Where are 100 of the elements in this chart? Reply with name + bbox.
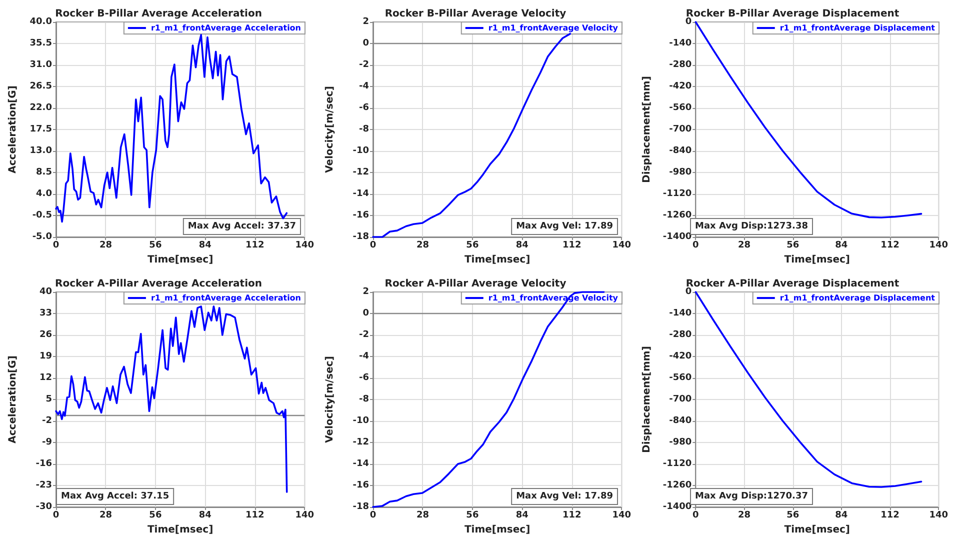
annotation: Max Avg Vel: 17.89: [516, 492, 614, 502]
y-tick-label: 12: [39, 373, 52, 383]
y-tick-label: 4.0: [36, 189, 52, 199]
y-tick-label: -23: [36, 480, 52, 490]
y-tick-label: -8: [359, 394, 369, 404]
x-tick-label: 112: [562, 510, 582, 520]
x-tick-label: 112: [880, 240, 900, 250]
x-tick-label: 84: [835, 510, 848, 520]
y-tick-label: -140: [669, 308, 692, 318]
y-tick-label: -0.5: [32, 210, 52, 220]
y-tick-label: -9: [42, 438, 52, 448]
x-axis-title: Time[msec]: [464, 254, 530, 266]
y-tick-label: -560: [669, 373, 692, 383]
y-tick-label: -4: [359, 82, 369, 92]
x-tick-label: 0: [370, 240, 376, 250]
x-tick-label: 112: [245, 510, 264, 520]
x-tick-label: 28: [416, 510, 429, 520]
y-tick-label: 40.0: [30, 17, 52, 27]
legend-label: r1_m1_frontAverage Acceleration: [150, 24, 302, 32]
y-tick-label: 31.0: [30, 60, 52, 70]
y-tick-label: 13.0: [30, 146, 52, 156]
y-tick-label: -2: [42, 416, 52, 426]
line-series: [55, 306, 288, 493]
y-tick-label: -280: [669, 330, 692, 340]
x-tick-label: 28: [738, 240, 751, 250]
x-tick-label: 140: [612, 510, 632, 520]
x-tick-label: 140: [612, 240, 632, 250]
y-tick-label: -6: [359, 373, 369, 383]
y-tick-label: 35.5: [30, 38, 52, 48]
y-tick-label: 0: [362, 308, 369, 318]
x-axis-title: Time[msec]: [784, 524, 850, 536]
x-tick-label: 28: [99, 510, 112, 520]
chart-title: Rocker A-Pillar Average Velocity: [384, 278, 567, 290]
x-tick-label: 112: [245, 240, 264, 250]
x-tick-label: 84: [198, 510, 212, 520]
y-axis-title: Velocity[m/sec]: [324, 86, 336, 173]
annotation: Max Avg Disp:1273.38: [695, 222, 808, 232]
y-tick-label: -10: [352, 416, 369, 426]
x-tick-label: 84: [516, 240, 528, 250]
line-series: [55, 34, 288, 223]
y-tick-label: -980: [669, 438, 692, 448]
y-axis-title: Displacement[mm]: [642, 76, 652, 183]
x-tick-label: 140: [929, 240, 948, 250]
x-tick-label: 0: [692, 510, 699, 520]
x-tick-label: 140: [295, 240, 314, 250]
y-tick-label: -10: [352, 146, 369, 156]
x-axis-title: Time[msec]: [464, 524, 530, 536]
y-tick-label: -420: [669, 82, 692, 92]
y-tick-label: -280: [669, 60, 692, 70]
y-tick-label: -980: [669, 168, 692, 178]
x-tick-label: 28: [738, 510, 751, 520]
y-tick-label: 0: [685, 287, 692, 297]
y-tick-label: 22.0: [30, 103, 52, 113]
y-tick-label: -1400: [662, 502, 692, 512]
legend-label: r1_m1_frontAverage Acceleration: [150, 294, 302, 302]
annotation: Max Avg Accel: 37.37: [188, 222, 296, 232]
legend-label: r1_m1_frontAverage Displacement: [780, 294, 936, 302]
x-tick-label: 56: [786, 240, 800, 250]
y-axis-title: Velocity[m/sec]: [324, 356, 336, 443]
y-tick-label: -700: [669, 394, 692, 404]
chart-title: Rocker B-Pillar Average Acceleration: [55, 8, 262, 20]
y-tick-label: 0: [685, 17, 692, 27]
y-tick-label: -18: [352, 502, 369, 512]
x-tick-label: 0: [370, 510, 376, 520]
y-tick-label: -1260: [662, 210, 692, 220]
x-tick-label: 28: [416, 240, 429, 250]
y-tick-label: 26: [39, 330, 52, 340]
y-tick-label: 2: [362, 287, 369, 297]
y-tick-label: 26.5: [30, 82, 52, 92]
annotation: Max Avg Vel: 17.89: [516, 222, 614, 232]
y-tick-label: -1400: [662, 232, 692, 242]
y-tick-label: -6: [359, 103, 369, 113]
y-tick-label: -16: [352, 480, 369, 490]
y-tick-label: 33: [39, 308, 52, 318]
y-tick-label: -2: [359, 330, 369, 340]
x-tick-label: 140: [295, 510, 314, 520]
x-tick-label: 28: [99, 240, 112, 250]
annotation: Max Avg Disp:1270.37: [695, 492, 808, 502]
y-tick-label: -14: [352, 459, 369, 469]
y-tick-label: -4: [359, 352, 369, 362]
legend-label: r1_m1_frontAverage Displacement: [780, 24, 936, 32]
y-tick-label: 8.5: [36, 168, 52, 178]
y-tick-label: -18: [352, 232, 369, 242]
x-tick-label: 56: [786, 510, 800, 520]
x-tick-label: 56: [466, 240, 479, 250]
y-tick-label: -12: [352, 438, 369, 448]
x-tick-label: 84: [198, 240, 212, 250]
y-tick-label: -12: [352, 168, 369, 178]
y-tick-label: -2: [359, 60, 369, 70]
x-tick-label: 112: [880, 510, 900, 520]
y-tick-label: -14: [352, 189, 369, 199]
y-tick-label: -8: [359, 124, 369, 134]
x-tick-label: 0: [52, 510, 60, 520]
chart-title: Rocker A-Pillar Average Acceleration: [55, 278, 262, 290]
annotation: Max Avg Accel: 37.15: [61, 492, 170, 502]
y-tick-label: -16: [36, 459, 52, 469]
y-tick-label: -560: [669, 103, 692, 113]
y-tick-label: 0: [362, 38, 369, 48]
x-tick-label: 140: [929, 510, 948, 520]
x-tick-label: 84: [835, 240, 848, 250]
